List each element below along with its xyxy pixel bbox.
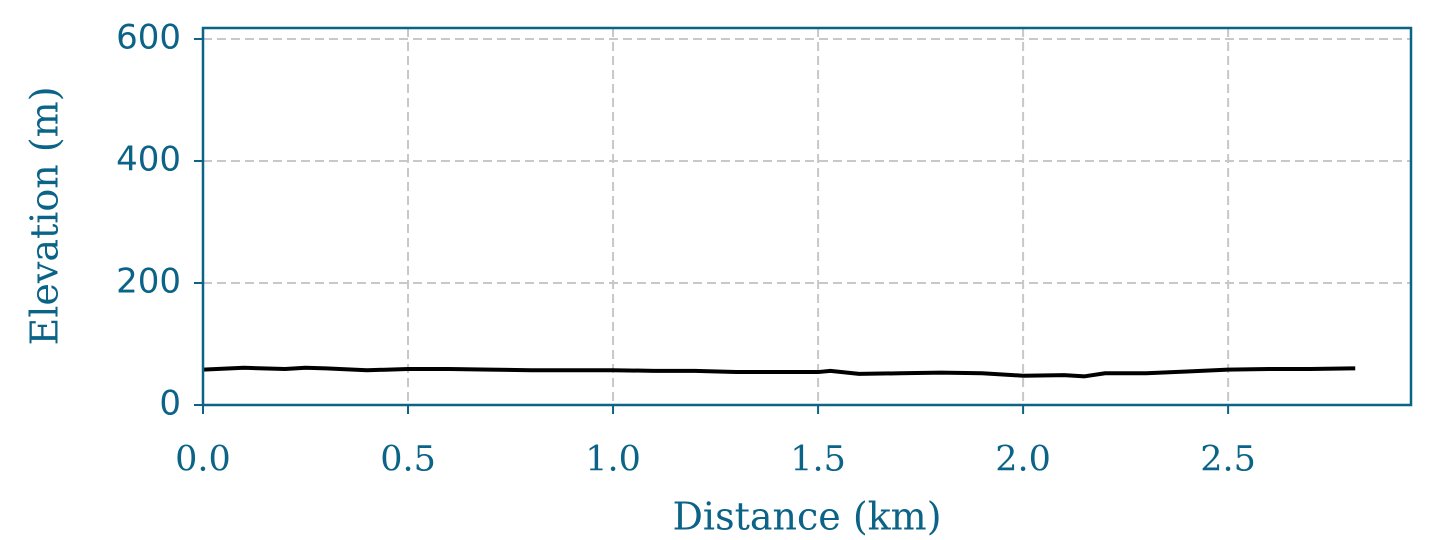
y-tick-label: 0 bbox=[159, 384, 181, 424]
x-tick-label: 2.5 bbox=[1200, 440, 1256, 480]
x-tick-label: 0.0 bbox=[175, 440, 231, 480]
y-tick-label: 600 bbox=[116, 17, 181, 57]
x-tick-label: 0.5 bbox=[380, 440, 436, 480]
y-tick-label: 200 bbox=[116, 261, 181, 301]
x-axis-label: Distance (km) bbox=[672, 495, 941, 539]
y-tick-label: 400 bbox=[116, 139, 181, 179]
x-tick-label: 2.0 bbox=[995, 440, 1051, 480]
x-tick-label: 1.5 bbox=[790, 440, 846, 480]
y-axis-label: Elevation (m) bbox=[23, 86, 67, 345]
plot-frame bbox=[201, 26, 1413, 407]
elevation-line bbox=[202, 365, 1356, 379]
x-tick-label: 1.0 bbox=[585, 440, 641, 480]
